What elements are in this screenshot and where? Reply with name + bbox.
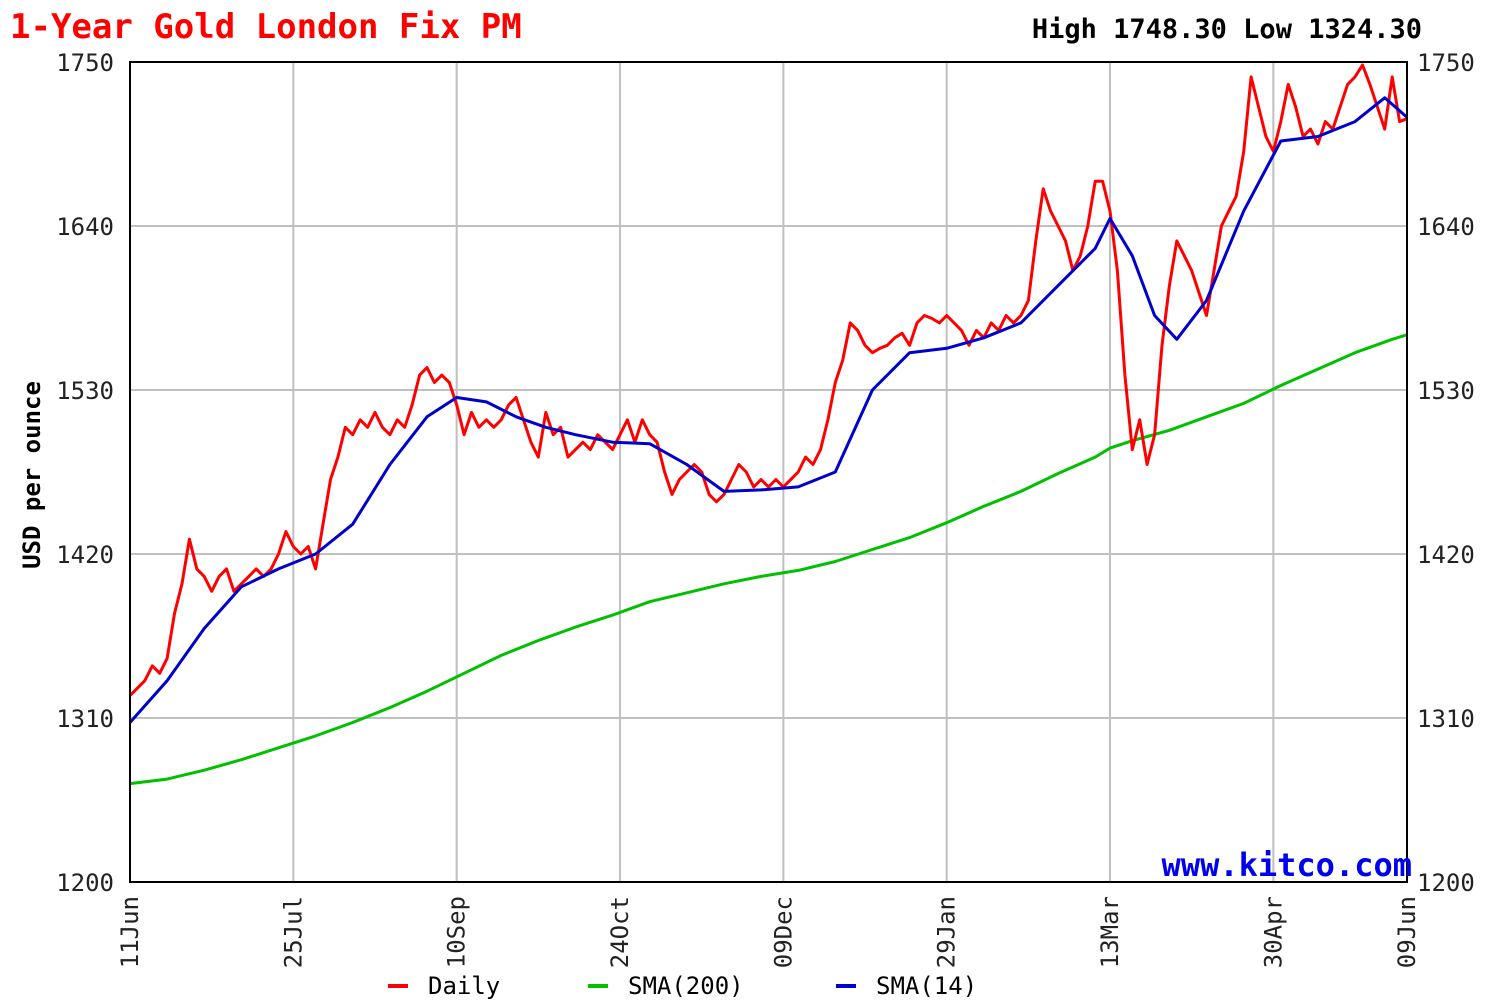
legend-item: SMA(14) <box>836 972 977 1000</box>
y-tick-label: 1530 <box>1417 377 1475 405</box>
x-tick-label: 09Jun <box>1393 896 1421 968</box>
y-axis-label: USD per ounce <box>18 381 46 569</box>
x-tick-label: 11Jun <box>116 896 144 968</box>
y-tick-label: 1640 <box>56 213 114 241</box>
legend: Daily SMA(200) SMA(14) <box>388 972 977 1000</box>
x-tick-label: 10Sep <box>443 896 471 968</box>
y-tick-label: 1750 <box>56 49 114 77</box>
x-tick-label: 25Jul <box>279 896 307 968</box>
y-tick-labels-left: 1750 1640 1530 1420 1310 1200 <box>56 49 114 897</box>
x-tick-label: 13Mar <box>1096 896 1124 968</box>
high-low-stats: High 1748.30 Low 1324.30 <box>1032 14 1422 45</box>
y-tick-label: 1640 <box>1417 213 1475 241</box>
x-tick-label: 30Apr <box>1259 896 1287 968</box>
legend-label: SMA(14) <box>876 972 977 1000</box>
y-tick-label: 1420 <box>1417 541 1475 569</box>
x-tick-labels: 11Jun 25Jul 10Sep 24Oct 09Dec 29Jan 13Mar 30Apr… <box>116 896 1421 968</box>
y-tick-label: 1530 <box>56 377 114 405</box>
series-line-daily <box>128 63 1408 697</box>
plot-border <box>129 61 1408 883</box>
x-tick-label: 09Dec <box>769 896 797 968</box>
legend-item: Daily <box>388 972 500 1000</box>
x-tick-label: 29Jan <box>933 896 961 968</box>
legend-label: Daily <box>428 972 500 1000</box>
y-tick-label: 1420 <box>56 541 114 569</box>
series-lines <box>128 63 1408 786</box>
y-tick-label: 1310 <box>1417 705 1475 733</box>
y-tick-label: 1200 <box>1417 869 1475 897</box>
watermark: www.kitco.com <box>1162 846 1412 884</box>
legend-item: SMA(200) <box>588 972 744 1000</box>
series-line-sma-200 <box>129 333 1408 786</box>
chart-title: 1-Year Gold London Fix PM <box>10 7 522 47</box>
y-tick-labels-right: 1750 1640 1530 1420 1310 1200 <box>1417 49 1475 897</box>
y-tick-label: 1200 <box>56 869 114 897</box>
x-tick-label: 24Oct <box>606 896 634 968</box>
y-tick-label: 1750 <box>1417 49 1475 77</box>
series-line-sma-14 <box>128 96 1408 724</box>
legend-label: SMA(200) <box>628 972 744 1000</box>
y-tick-label: 1310 <box>56 705 114 733</box>
